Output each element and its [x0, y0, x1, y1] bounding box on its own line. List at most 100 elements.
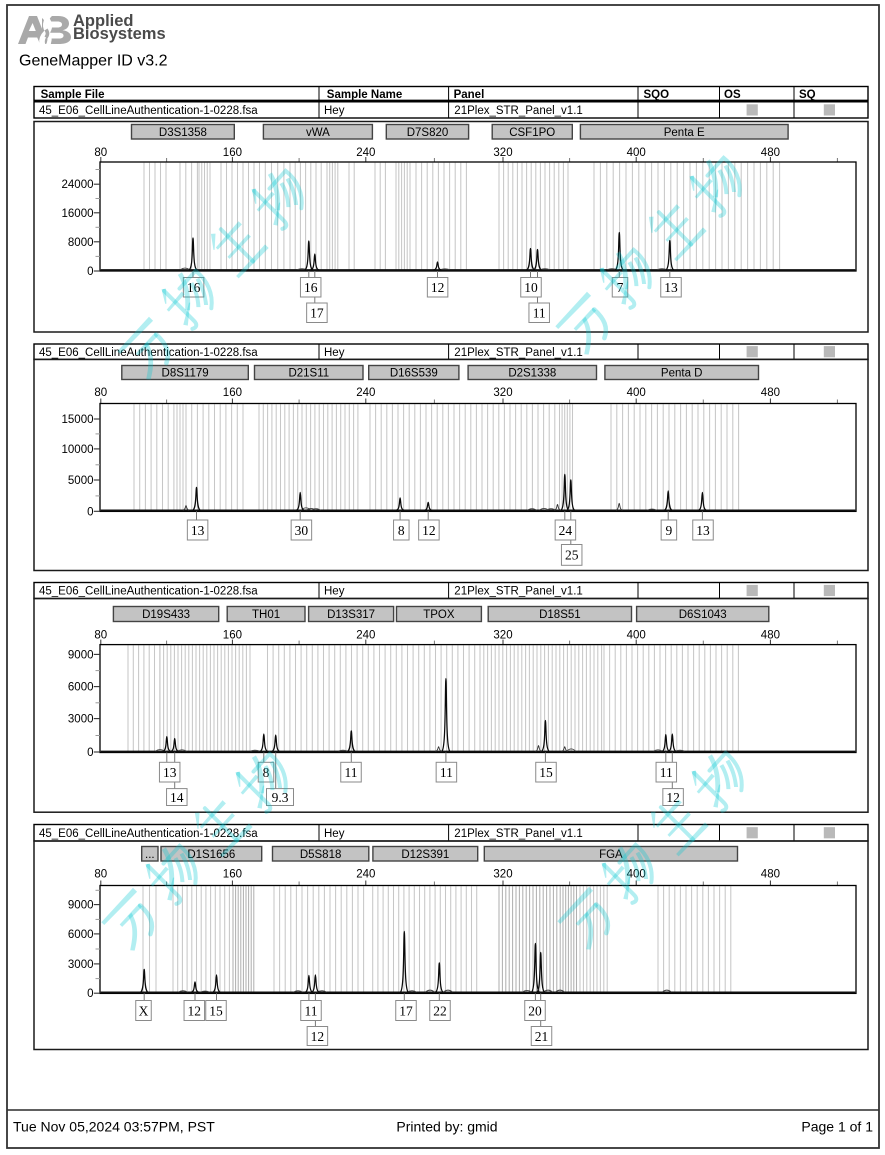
svg-text:12: 12	[431, 280, 445, 295]
svg-text:D7S820: D7S820	[407, 127, 449, 139]
svg-text:12: 12	[666, 790, 680, 805]
svg-text:15: 15	[209, 1003, 223, 1018]
svg-text:Hey: Hey	[324, 347, 345, 359]
svg-text:80: 80	[94, 147, 107, 159]
svg-text:0: 0	[87, 988, 93, 1000]
svg-text:22: 22	[433, 1003, 447, 1018]
svg-text:12: 12	[188, 1003, 202, 1018]
svg-text:TPOX: TPOX	[423, 609, 455, 621]
svg-text:80: 80	[94, 869, 107, 881]
svg-text:16000: 16000	[62, 208, 94, 220]
svg-text:0: 0	[87, 266, 93, 278]
svg-text:21Plex_STR_Panel_v1.1: 21Plex_STR_Panel_v1.1	[454, 347, 583, 359]
svg-text:Printed by: gmid: Printed by: gmid	[396, 1119, 497, 1135]
svg-text:D1S1656: D1S1656	[187, 849, 235, 861]
svg-text:11: 11	[533, 306, 546, 321]
svg-text:SQ: SQ	[799, 89, 816, 101]
svg-text:D6S1043: D6S1043	[679, 609, 727, 621]
svg-text:D13S317: D13S317	[327, 609, 375, 621]
svg-text:320: 320	[493, 869, 512, 881]
svg-text:Sample Name: Sample Name	[327, 89, 402, 101]
svg-text:240: 240	[356, 630, 375, 642]
svg-text:8000: 8000	[68, 237, 94, 249]
svg-text:400: 400	[627, 387, 646, 399]
svg-text:400: 400	[627, 630, 646, 642]
svg-text:15: 15	[539, 765, 553, 780]
svg-text:10: 10	[524, 280, 538, 295]
svg-text:30: 30	[295, 523, 309, 538]
svg-text:D3S1358: D3S1358	[159, 127, 207, 139]
svg-text:X: X	[139, 1003, 149, 1018]
svg-text:45_E06_CellLineAuthentication-: 45_E06_CellLineAuthentication-1-0228.fsa	[39, 828, 258, 840]
svg-text:320: 320	[493, 147, 512, 159]
svg-text:160: 160	[223, 630, 242, 642]
svg-text:Penta D: Penta D	[661, 368, 703, 380]
svg-text:14: 14	[170, 790, 184, 805]
svg-text:D16S539: D16S539	[390, 368, 438, 380]
svg-text:FGA: FGA	[599, 849, 623, 861]
svg-text:6000: 6000	[68, 929, 94, 941]
svg-text:Applied: Applied	[73, 12, 134, 30]
svg-text:7: 7	[617, 280, 624, 295]
svg-text:11: 11	[440, 765, 453, 780]
svg-text:24000: 24000	[62, 179, 94, 191]
svg-text:400: 400	[627, 869, 646, 881]
svg-text:D18S51: D18S51	[539, 609, 581, 621]
svg-text:16: 16	[304, 280, 318, 295]
svg-text:13: 13	[163, 765, 177, 780]
svg-text:8: 8	[398, 523, 405, 538]
svg-text:3000: 3000	[68, 714, 94, 726]
svg-text:Hey: Hey	[324, 105, 345, 117]
svg-text:240: 240	[356, 387, 375, 399]
svg-text:480: 480	[761, 869, 780, 881]
svg-text:TH01: TH01	[252, 609, 280, 621]
svg-text:25: 25	[565, 548, 579, 563]
svg-text:13: 13	[664, 280, 678, 295]
svg-text:12: 12	[311, 1029, 325, 1044]
svg-text:17: 17	[310, 306, 324, 321]
svg-text:9: 9	[666, 523, 673, 538]
svg-text:160: 160	[223, 147, 242, 159]
svg-text:Biosystems: Biosystems	[73, 25, 166, 43]
svg-text:80: 80	[94, 387, 107, 399]
svg-text:Tue Nov 05,2024 03:57PM, PST: Tue Nov 05,2024 03:57PM, PST	[13, 1119, 215, 1135]
svg-text:Hey: Hey	[324, 828, 345, 840]
svg-text:3000: 3000	[68, 959, 94, 971]
svg-text:24: 24	[559, 523, 573, 538]
svg-text:20: 20	[528, 1003, 542, 1018]
svg-text:D8S1179: D8S1179	[162, 368, 209, 380]
svg-text:GeneMapper ID v3.2: GeneMapper ID v3.2	[19, 53, 168, 70]
svg-text:480: 480	[761, 147, 780, 159]
svg-text:10000: 10000	[62, 444, 94, 456]
svg-text:SQO: SQO	[644, 89, 670, 101]
svg-text:0: 0	[87, 506, 93, 518]
svg-text:Hey: Hey	[324, 586, 345, 598]
svg-text:D19S433: D19S433	[142, 609, 190, 621]
svg-text:Page 1 of 1: Page 1 of 1	[801, 1119, 873, 1135]
svg-text:OS: OS	[724, 89, 741, 101]
svg-text:11: 11	[345, 765, 358, 780]
svg-text:D5S818: D5S818	[300, 849, 342, 861]
svg-text:17: 17	[399, 1003, 413, 1018]
svg-text:Penta E: Penta E	[664, 127, 705, 139]
svg-text:D2S1338: D2S1338	[508, 368, 556, 380]
svg-text:240: 240	[356, 869, 375, 881]
svg-text:5000: 5000	[68, 475, 94, 487]
svg-text:480: 480	[761, 630, 780, 642]
svg-text:13: 13	[696, 523, 710, 538]
svg-text:...: ...	[145, 849, 155, 861]
svg-text:16: 16	[187, 280, 201, 295]
svg-text:11: 11	[305, 1003, 318, 1018]
svg-text:D12S391: D12S391	[401, 849, 449, 861]
svg-text:21Plex_STR_Panel_v1.1: 21Plex_STR_Panel_v1.1	[454, 828, 583, 840]
svg-text:13: 13	[191, 523, 205, 538]
svg-text:CSF1PO: CSF1PO	[509, 127, 555, 139]
svg-text:12: 12	[422, 523, 436, 538]
svg-text:Sample File: Sample File	[41, 89, 105, 101]
svg-text:21Plex_STR_Panel_v1.1: 21Plex_STR_Panel_v1.1	[454, 586, 583, 598]
svg-text:160: 160	[223, 869, 242, 881]
svg-text:45_E06_CellLineAuthentication-: 45_E06_CellLineAuthentication-1-0228.fsa	[39, 105, 258, 117]
svg-text:21Plex_STR_Panel_v1.1: 21Plex_STR_Panel_v1.1	[454, 105, 583, 117]
svg-text:9.3: 9.3	[272, 790, 289, 805]
svg-text:400: 400	[627, 147, 646, 159]
